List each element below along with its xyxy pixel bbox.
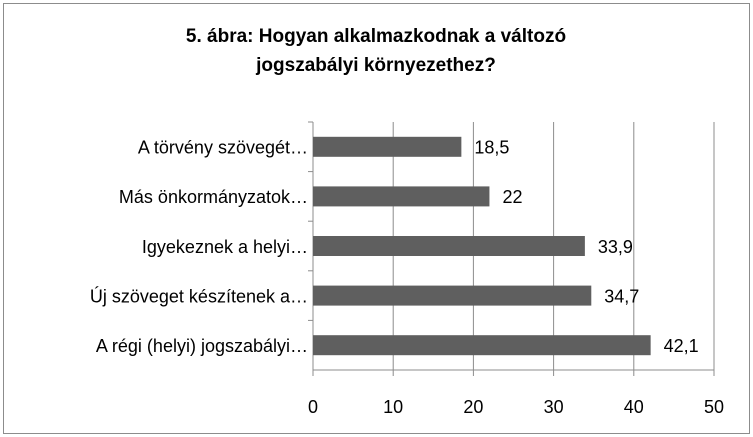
y-tick-label: Más önkormányzatok… [119, 187, 308, 207]
value-label: 42,1 [664, 336, 699, 356]
x-tick-label: 30 [544, 397, 564, 417]
x-tick-label: 50 [704, 397, 724, 417]
y-tick-label: A törvény szövegét… [138, 138, 308, 158]
y-tick-label: A régi (helyi) jogszabályi… [96, 336, 308, 356]
y-tick-label: Igyekeznek a helyi… [142, 237, 308, 257]
bar [313, 335, 651, 356]
bar [313, 136, 462, 157]
x-tick-label: 10 [383, 397, 403, 417]
value-label: 34,7 [604, 286, 639, 306]
value-label: 33,9 [598, 237, 633, 257]
x-tick-label: 40 [624, 397, 644, 417]
bar [313, 236, 585, 256]
y-tick-label: Új szöveget készítenek a… [90, 285, 308, 306]
value-label: 22 [502, 187, 522, 207]
value-label: 18,5 [474, 138, 509, 158]
bar [313, 285, 592, 306]
chart-title: 5. ábra: Hogyan alkalmazkodnak a változó… [185, 26, 567, 76]
x-tick-label: 0 [308, 397, 318, 417]
x-tick-label: 20 [463, 397, 483, 417]
chart-border [3, 3, 750, 434]
bar [313, 186, 490, 207]
